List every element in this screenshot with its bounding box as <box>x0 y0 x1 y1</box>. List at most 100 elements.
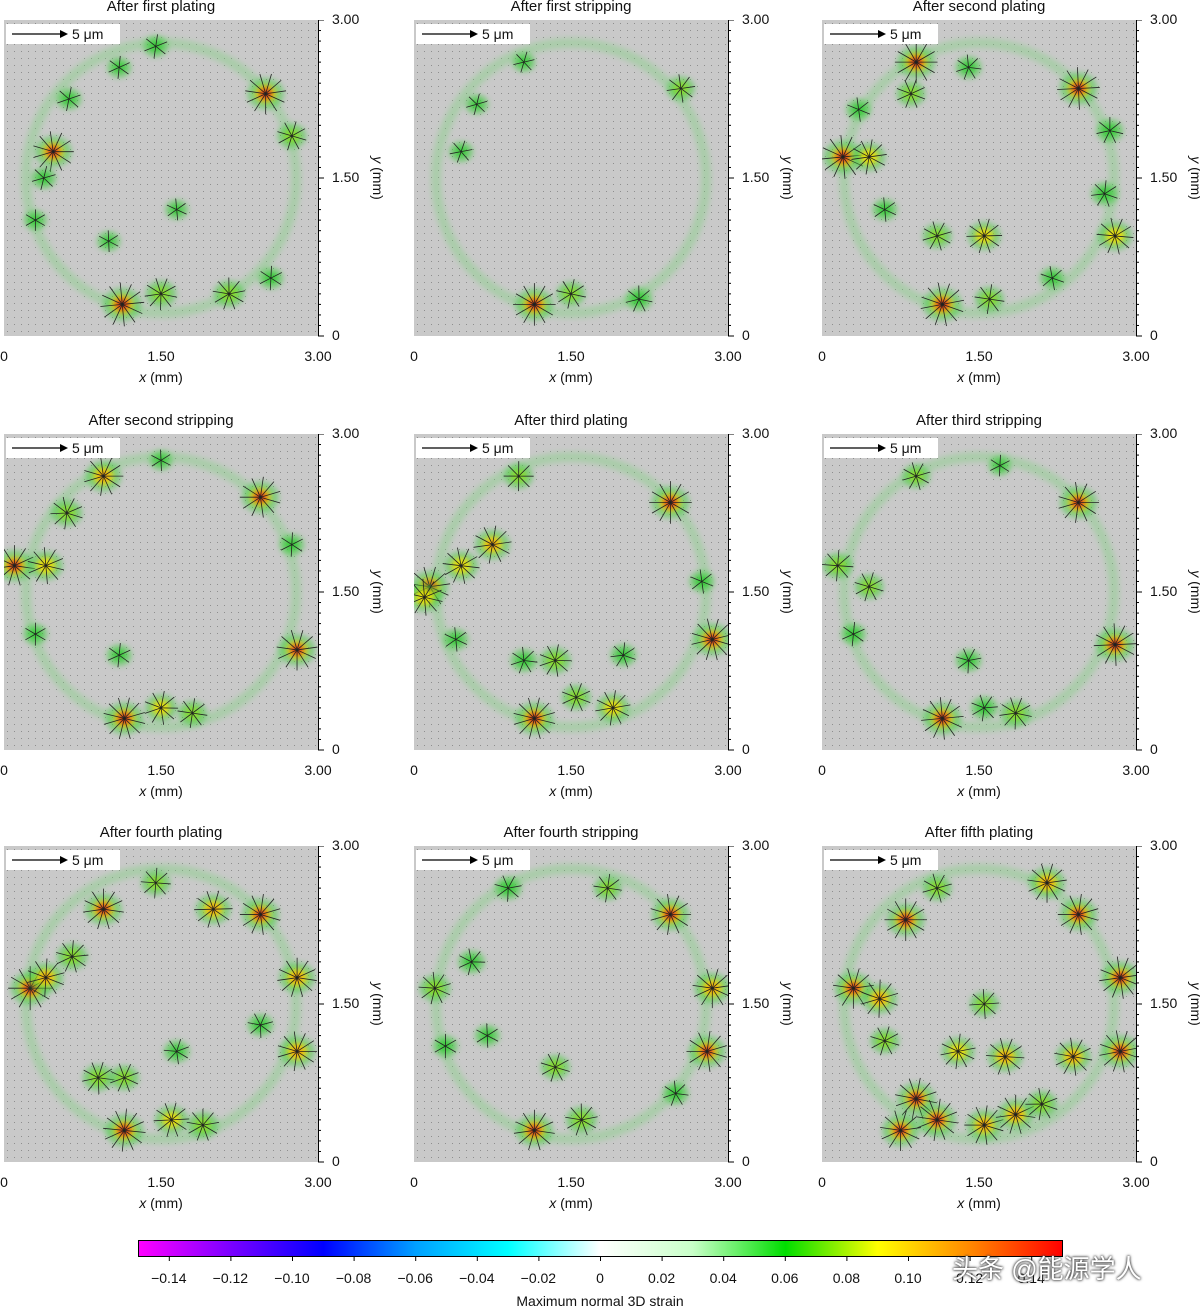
x-tick-label: 3.00 <box>304 762 331 778</box>
x-axis-label: x (mm) <box>549 783 593 799</box>
panel-title: After fourth stripping <box>503 824 638 841</box>
colorbar-tick-label: −0.06 <box>397 1270 432 1286</box>
colorbar-tick-label: −0.10 <box>274 1270 309 1286</box>
y-tick-label: 1.50 <box>332 995 359 1011</box>
x-tick-label: 1.50 <box>965 348 992 364</box>
colorbar-tick-label: −0.08 <box>336 1270 371 1286</box>
y-tick-label: 1.50 <box>742 995 769 1011</box>
x-tick-label: 1.50 <box>147 762 174 778</box>
x-tick-label: 0 <box>0 348 8 364</box>
scale-bar-label: 5 μm <box>72 440 103 456</box>
x-tick-label: 0 <box>0 762 8 778</box>
x-axis-label: x (mm) <box>957 369 1001 385</box>
y-axis-line <box>1136 20 1146 338</box>
scale-bar: 5 μm <box>824 438 938 458</box>
y-axis-line <box>728 846 738 1164</box>
panel-title: After fifth plating <box>925 824 1033 841</box>
y-tick-label: 3.00 <box>1150 11 1177 27</box>
strain-spot <box>504 461 534 491</box>
x-tick-label: 1.50 <box>557 348 584 364</box>
colorbar-tick-label: 0 <box>596 1270 604 1286</box>
scale-bar: 5 μm <box>6 438 120 458</box>
y-tick-label: 0 <box>1150 1153 1158 1169</box>
scale-arrow-icon <box>422 854 478 866</box>
panel-title: After third stripping <box>916 412 1042 429</box>
x-tick-label: 1.50 <box>965 762 992 778</box>
y-tick-label: 0 <box>332 1153 340 1169</box>
strain-map <box>822 846 1136 1162</box>
panel-title: After second stripping <box>88 412 233 429</box>
scale-arrow-icon <box>12 28 68 40</box>
panel-title: After first stripping <box>511 0 632 15</box>
scale-bar-label: 5 μm <box>72 852 103 868</box>
y-tick-label: 0 <box>1150 741 1158 757</box>
x-tick-label: 1.50 <box>965 1174 992 1190</box>
y-tick-label: 0 <box>742 327 750 343</box>
x-tick-label: 1.50 <box>557 762 584 778</box>
colorbar-tick-label: −0.12 <box>213 1270 248 1286</box>
colorbar-gradient <box>138 1240 1064 1264</box>
y-tick-label: 3.00 <box>742 11 769 27</box>
y-tick-label: 3.00 <box>332 425 359 441</box>
y-axis-label: y (mm) <box>780 570 796 614</box>
y-axis-line <box>1136 846 1146 1164</box>
strain-map <box>414 20 728 336</box>
x-tick-label: 0 <box>410 762 418 778</box>
watermark: 头条 @能源学人 <box>952 1249 1142 1286</box>
scale-arrow-icon <box>12 442 68 454</box>
x-tick-label: 1.50 <box>557 1174 584 1190</box>
y-tick-label: 1.50 <box>332 169 359 185</box>
y-axis-line <box>1136 434 1146 752</box>
y-tick-label: 3.00 <box>742 425 769 441</box>
y-axis-label: y (mm) <box>370 982 386 1026</box>
y-tick-label: 3.00 <box>332 11 359 27</box>
y-axis-line <box>318 846 328 1164</box>
scale-arrow-icon <box>830 28 886 40</box>
y-axis-line <box>728 20 738 338</box>
scale-bar-label: 5 μm <box>482 440 513 456</box>
x-tick-label: 1.50 <box>147 1174 174 1190</box>
x-tick-label: 3.00 <box>714 1174 741 1190</box>
x-tick-label: 3.00 <box>304 348 331 364</box>
x-axis-label: x (mm) <box>957 783 1001 799</box>
y-axis-label: y (mm) <box>780 982 796 1026</box>
panel-title: After second plating <box>913 0 1046 15</box>
y-tick-label: 1.50 <box>1150 583 1177 599</box>
y-tick-label: 0 <box>332 741 340 757</box>
strain-map <box>4 846 318 1162</box>
x-tick-label: 0 <box>410 348 418 364</box>
scale-bar-label: 5 μm <box>890 26 921 42</box>
y-tick-label: 1.50 <box>742 583 769 599</box>
y-tick-label: 0 <box>742 741 750 757</box>
x-tick-label: 0 <box>410 1174 418 1190</box>
colorbar-tick-label: −0.04 <box>459 1270 494 1286</box>
scale-arrow-icon <box>422 28 478 40</box>
scale-bar: 5 μm <box>416 438 530 458</box>
scale-bar: 5 μm <box>416 850 530 870</box>
x-tick-label: 0 <box>0 1174 8 1190</box>
x-axis-label: x (mm) <box>957 1195 1001 1211</box>
x-tick-label: 0 <box>818 348 826 364</box>
y-axis-line <box>318 434 328 752</box>
strain-map <box>414 434 728 750</box>
y-axis-label: y (mm) <box>1188 156 1200 200</box>
colorbar-tick-label: 0.08 <box>833 1270 860 1286</box>
strain-map <box>4 434 318 750</box>
strain-map <box>414 846 728 1162</box>
colorbar-tick-label: 0.06 <box>771 1270 798 1286</box>
scale-bar-label: 5 μm <box>890 440 921 456</box>
y-tick-label: 1.50 <box>332 583 359 599</box>
x-axis-label: x (mm) <box>139 1195 183 1211</box>
scale-arrow-icon <box>12 854 68 866</box>
y-tick-label: 0 <box>332 327 340 343</box>
y-axis-line <box>728 434 738 752</box>
y-tick-label: 1.50 <box>1150 169 1177 185</box>
scale-bar-label: 5 μm <box>890 852 921 868</box>
y-tick-label: 3.00 <box>1150 425 1177 441</box>
x-tick-label: 3.00 <box>714 762 741 778</box>
x-tick-label: 3.00 <box>1122 1174 1149 1190</box>
x-axis-label: x (mm) <box>139 369 183 385</box>
x-tick-label: 3.00 <box>714 348 741 364</box>
colorbar-tick-label: −0.14 <box>151 1270 186 1286</box>
scale-bar: 5 μm <box>824 24 938 44</box>
